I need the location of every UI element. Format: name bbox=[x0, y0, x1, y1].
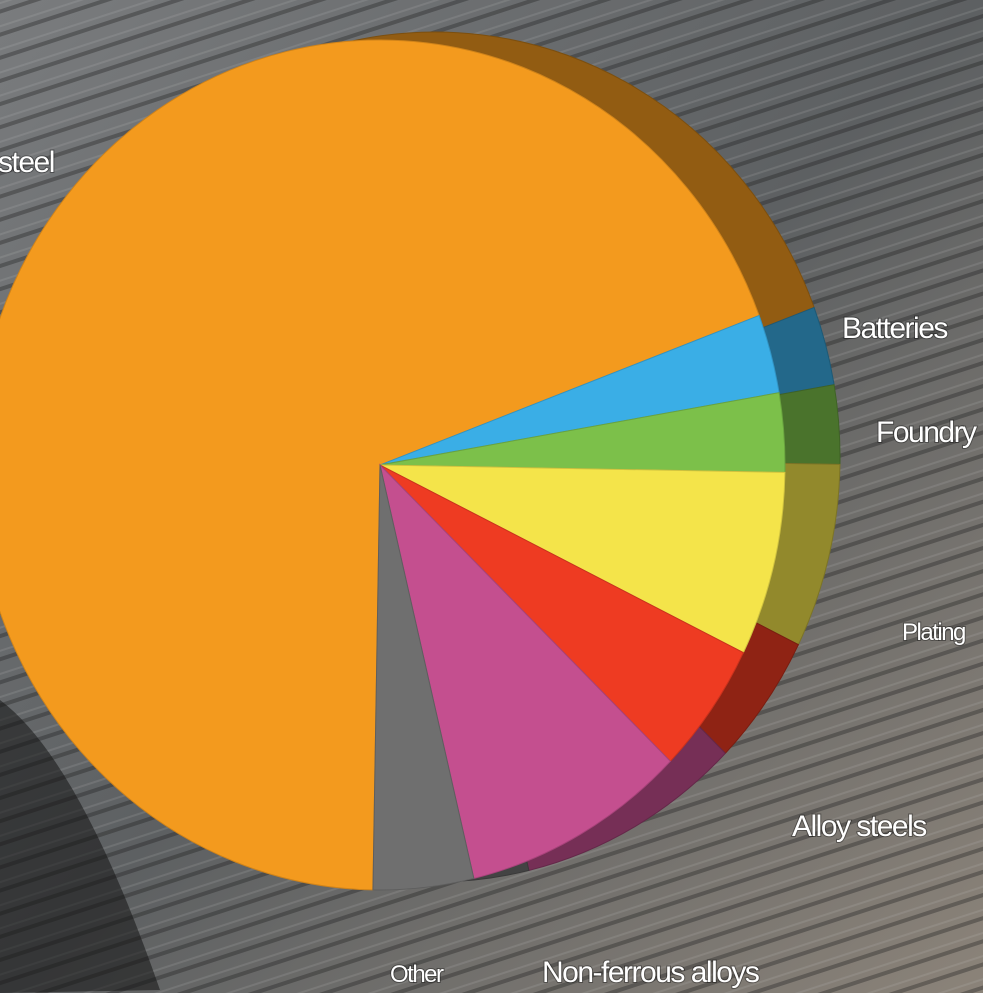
slice-label: Alloy steels bbox=[792, 810, 926, 843]
slice-label: Batteries bbox=[842, 312, 947, 345]
pie bbox=[0, 32, 840, 890]
slice-label: Other bbox=[390, 961, 444, 988]
slice-label: Foundry bbox=[876, 416, 977, 449]
page: {"chart_data": {"type": "pie", "categori… bbox=[0, 0, 983, 993]
slice-label: steel bbox=[0, 146, 54, 179]
slice-label: Non-ferrous alloys bbox=[542, 956, 759, 989]
chart: steel Batteries Foundry Plating Alloy st… bbox=[0, 0, 983, 993]
slice-label: Plating bbox=[902, 619, 965, 646]
